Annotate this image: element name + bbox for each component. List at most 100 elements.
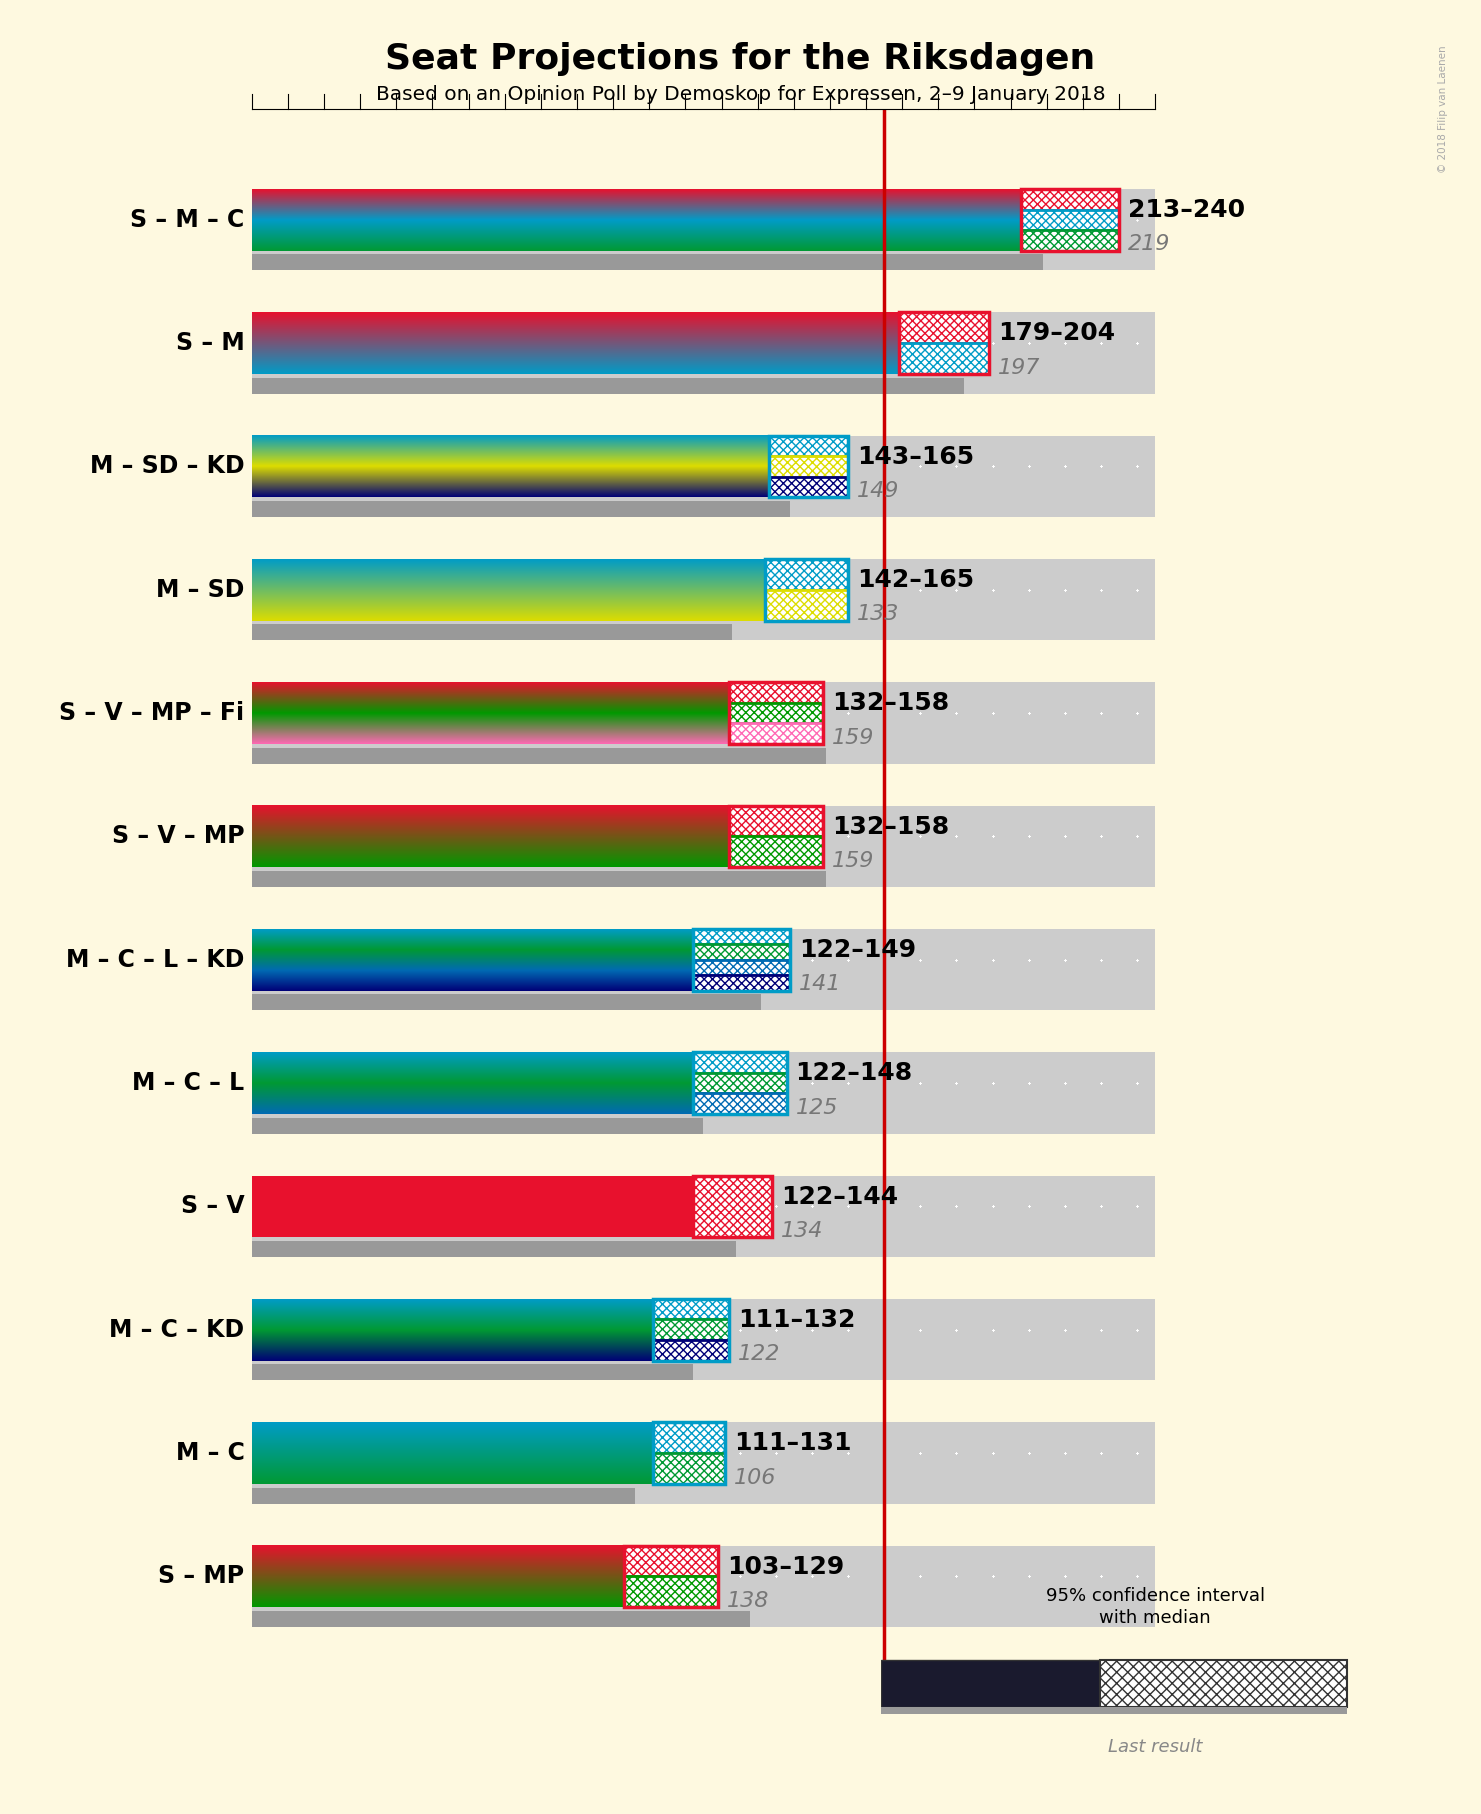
Bar <box>693 1175 772 1237</box>
Bar <box>252 682 1155 764</box>
Text: S – M: S – M <box>176 332 244 356</box>
Bar <box>693 945 791 960</box>
Bar <box>653 1299 729 1319</box>
Bar <box>769 435 849 497</box>
Bar <box>252 1546 1155 1627</box>
Bar <box>729 836 823 867</box>
Bar <box>693 929 791 990</box>
Text: 179–204: 179–204 <box>998 321 1115 345</box>
Bar <box>729 805 823 836</box>
Bar <box>252 1175 693 1237</box>
Bar <box>252 1487 635 1504</box>
Text: 122–148: 122–148 <box>795 1061 912 1085</box>
Text: M – SD: M – SD <box>156 579 244 602</box>
Text: 111–131: 111–131 <box>735 1431 852 1455</box>
Bar <box>252 747 826 764</box>
Text: 132–158: 132–158 <box>832 691 949 715</box>
Bar <box>693 1072 786 1094</box>
Text: M – C – L: M – C – L <box>132 1070 244 1096</box>
Bar <box>729 682 823 744</box>
Bar <box>1100 1660 1348 1707</box>
Bar <box>252 1052 1155 1134</box>
Bar <box>764 590 849 620</box>
Text: 95% confidence interval
with median: 95% confidence interval with median <box>1046 1587 1265 1627</box>
Bar <box>769 435 849 455</box>
Bar <box>252 805 1155 887</box>
Bar <box>252 1175 1155 1257</box>
Bar <box>252 1364 693 1380</box>
Bar <box>624 1546 718 1576</box>
Bar <box>881 1660 1100 1707</box>
Text: 103–129: 103–129 <box>727 1555 844 1578</box>
Text: 111–132: 111–132 <box>738 1308 855 1331</box>
Text: 133: 133 <box>857 604 899 624</box>
Text: M – C – KD: M – C – KD <box>110 1317 244 1342</box>
Text: 132–158: 132–158 <box>832 814 949 838</box>
Bar <box>1022 230 1120 250</box>
Text: S – M – C: S – M – C <box>130 209 244 232</box>
Bar <box>252 1422 1155 1504</box>
Text: 138: 138 <box>727 1591 769 1611</box>
Text: 134: 134 <box>780 1221 823 1241</box>
Bar <box>693 960 791 976</box>
Bar <box>729 724 823 744</box>
Bar <box>624 1576 718 1607</box>
Bar <box>693 1094 786 1114</box>
Bar <box>693 929 791 945</box>
Bar <box>252 994 761 1010</box>
Bar <box>899 312 989 374</box>
Bar <box>252 1299 1155 1380</box>
Bar <box>693 976 791 990</box>
Bar <box>693 1052 786 1072</box>
Bar <box>1022 210 1120 230</box>
Bar <box>653 1341 729 1360</box>
Text: S – V – MP – Fi: S – V – MP – Fi <box>59 702 244 726</box>
Bar <box>729 682 823 702</box>
Text: 122–149: 122–149 <box>800 938 917 961</box>
Text: 141: 141 <box>800 974 841 994</box>
Bar <box>899 343 989 374</box>
Bar <box>1022 189 1120 250</box>
Bar <box>252 189 1155 270</box>
Bar <box>653 1422 726 1453</box>
Bar <box>769 455 849 477</box>
Text: 197: 197 <box>998 357 1040 377</box>
Text: 159: 159 <box>832 851 874 871</box>
Bar <box>252 1117 703 1134</box>
Text: M – C: M – C <box>176 1440 244 1466</box>
Text: S – V – MP: S – V – MP <box>113 824 244 849</box>
Text: M – SD – KD: M – SD – KD <box>90 455 244 479</box>
Text: Based on an Opinion Poll by Demoskop for Expressen, 2–9 January 2018: Based on an Opinion Poll by Demoskop for… <box>376 85 1105 103</box>
Bar <box>729 702 823 724</box>
Bar <box>252 1241 736 1257</box>
Bar <box>764 559 849 620</box>
Text: Last result: Last result <box>1108 1738 1203 1756</box>
Bar <box>729 805 823 867</box>
Text: M – C – L – KD: M – C – L – KD <box>67 947 244 972</box>
Bar <box>693 1052 786 1114</box>
Bar <box>1022 189 1120 210</box>
Bar <box>693 1175 772 1237</box>
Bar <box>881 1707 1348 1720</box>
Text: 149: 149 <box>857 481 899 501</box>
Bar <box>764 559 849 590</box>
Text: © 2018 Filip van Laenen: © 2018 Filip van Laenen <box>1438 45 1448 172</box>
Bar <box>252 254 1043 270</box>
Bar <box>653 1453 726 1484</box>
Text: S – MP: S – MP <box>158 1564 244 1589</box>
Bar <box>252 312 1155 394</box>
Text: Seat Projections for the Riksdagen: Seat Projections for the Riksdagen <box>385 42 1096 76</box>
Text: 125: 125 <box>795 1097 838 1117</box>
Bar <box>252 435 1155 517</box>
Text: 122: 122 <box>738 1344 780 1364</box>
Text: 159: 159 <box>832 727 874 747</box>
Text: 143–165: 143–165 <box>857 444 974 468</box>
Text: S – V: S – V <box>181 1194 244 1219</box>
Bar <box>653 1319 729 1341</box>
Bar <box>252 871 826 887</box>
Text: 142–165: 142–165 <box>857 568 974 591</box>
Text: 122–144: 122–144 <box>780 1185 899 1208</box>
Bar <box>252 929 1155 1010</box>
Bar <box>769 477 849 497</box>
Bar <box>252 501 791 517</box>
